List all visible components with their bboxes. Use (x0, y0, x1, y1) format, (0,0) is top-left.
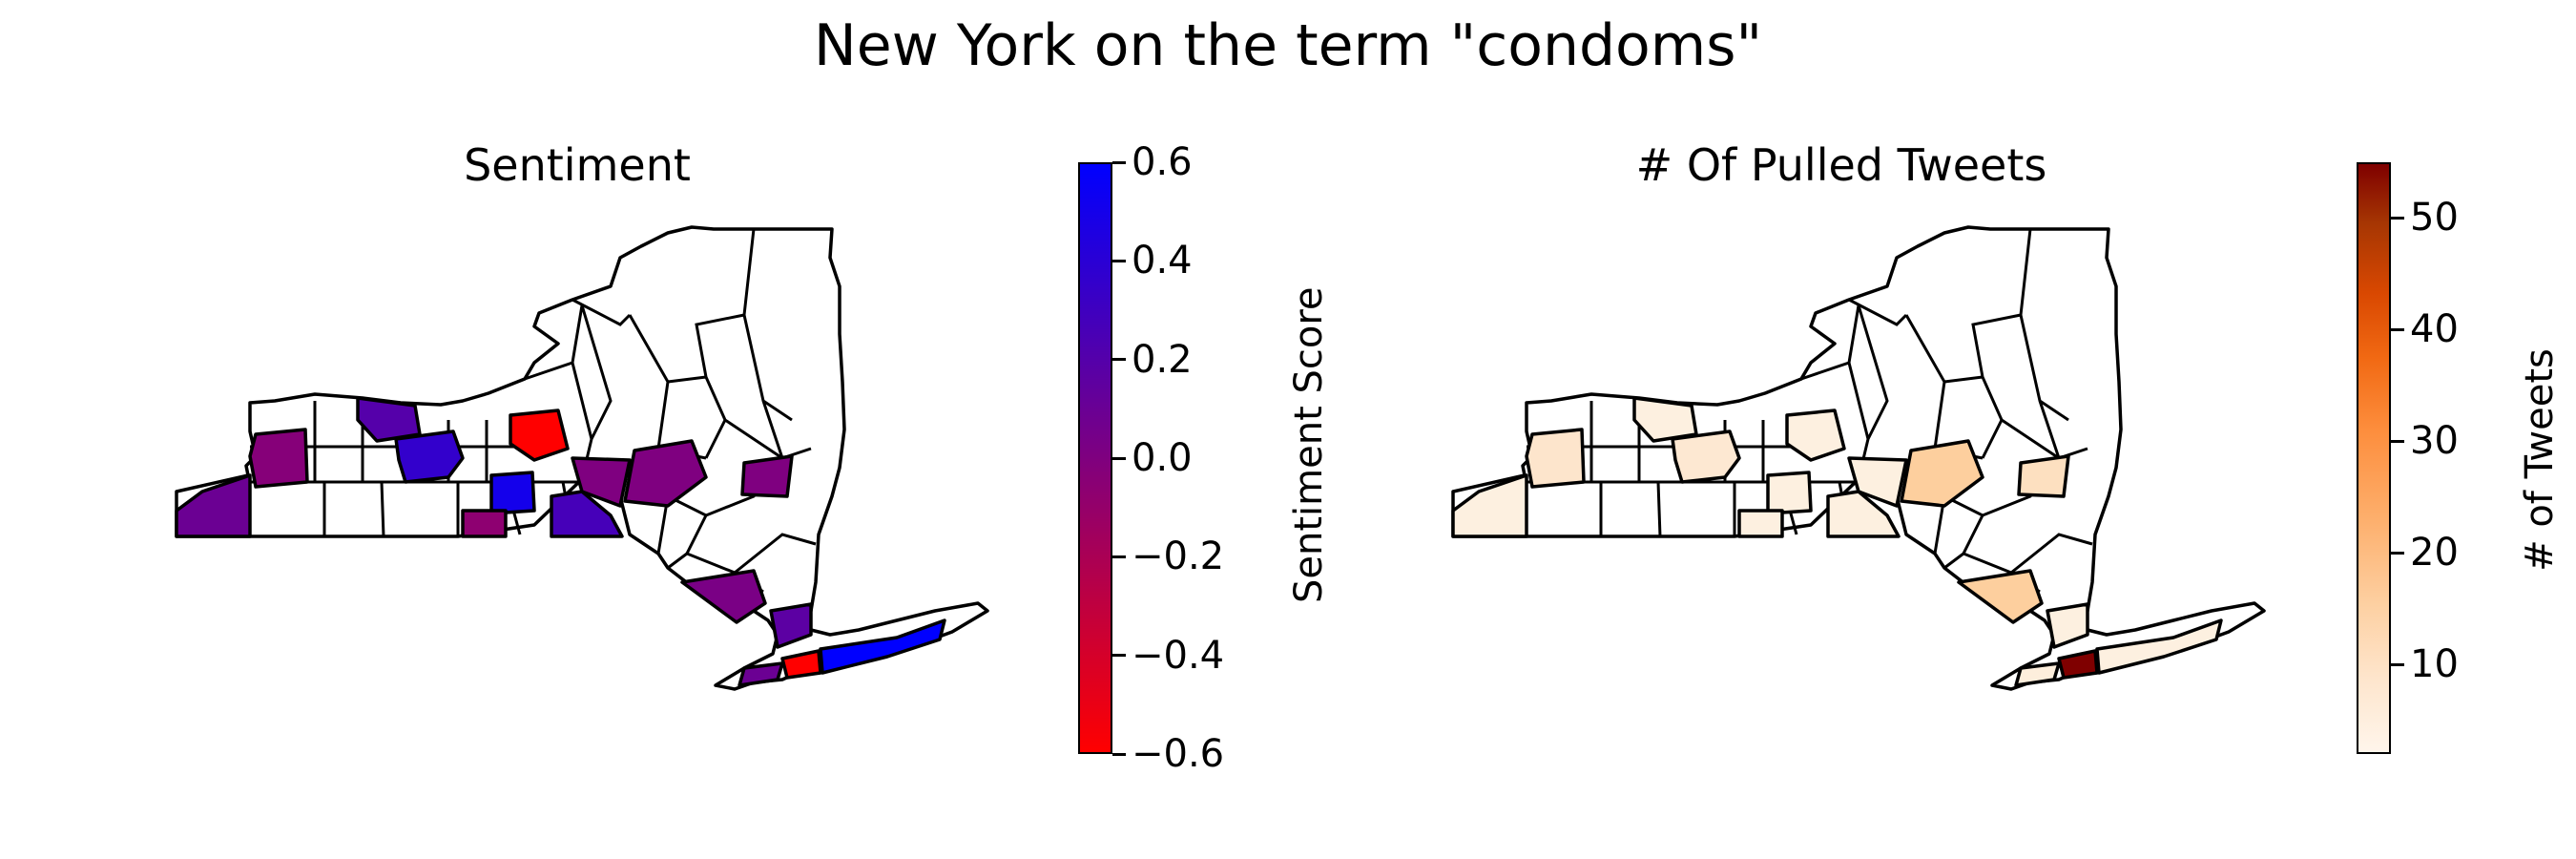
tweets-colorbar-tick-label: 10 (2410, 642, 2459, 687)
sentiment-colorbar-tick-mark (1112, 259, 1126, 262)
tweets-colorbar-tick-label: 30 (2410, 419, 2459, 464)
figure-title: New York on the term "condoms" (813, 12, 1763, 79)
sentiment-colorbar (1078, 162, 1112, 754)
sentiment-map-title: Sentiment (464, 139, 691, 191)
sentiment-colorbar-tick-mark (1112, 654, 1126, 658)
tweets-map (1451, 225, 2266, 691)
tweets-colorbar-tick-mark (2391, 551, 2404, 555)
tweets-colorbar-label: # of Tweets (2518, 348, 2562, 572)
tweets-map-title: # Of Pulled Tweets (1635, 139, 2047, 191)
tweets-colorbar-tick-mark (2391, 662, 2404, 666)
sentiment-colorbar-tick-label: 0.4 (1132, 239, 1193, 283)
sentiment-colorbar-tick-mark (1112, 752, 1126, 756)
sentiment-colorbar-tick-label: 0.2 (1132, 337, 1193, 382)
tweets-colorbar-tick-mark (2391, 327, 2404, 331)
sentiment-colorbar-label: Sentiment Score (1287, 286, 1331, 603)
sentiment-colorbar-tick-label: −0.4 (1132, 633, 1225, 678)
sentiment-colorbar-tick-label: −0.2 (1132, 534, 1225, 579)
tweets-colorbar (2357, 162, 2391, 754)
sentiment-colorbar-tick-label: −0.6 (1132, 732, 1225, 776)
sentiment-colorbar-tick-mark (1112, 555, 1126, 558)
tweets-colorbar-tick-label: 50 (2410, 196, 2459, 241)
sentiment-colorbar-tick-label: 0.6 (1132, 140, 1193, 184)
tweets-colorbar-tick-mark (2391, 439, 2404, 443)
tweets-colorbar-tick-label: 20 (2410, 531, 2459, 576)
sentiment-colorbar-tick-mark (1112, 456, 1126, 460)
tweets-colorbar-tick-mark (2391, 216, 2404, 220)
sentiment-colorbar-tick-label: 0.0 (1132, 436, 1193, 480)
sentiment-colorbar-tick-mark (1112, 358, 1126, 362)
tweets-colorbar-tick-label: 40 (2410, 307, 2459, 352)
sentiment-colorbar-tick-mark (1112, 160, 1126, 164)
sentiment-map (175, 225, 989, 691)
